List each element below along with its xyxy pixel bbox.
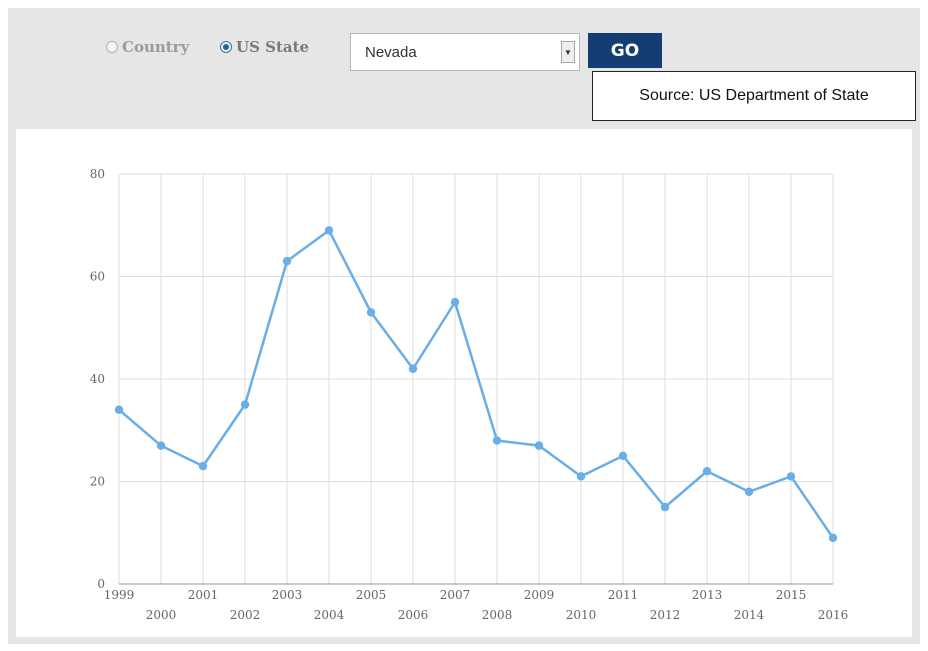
x-tick-label: 1999 bbox=[104, 588, 135, 602]
grid-layer bbox=[118, 173, 834, 585]
data-point bbox=[828, 533, 838, 543]
radio-country-label: Country bbox=[122, 38, 190, 56]
radio-state-label: US State bbox=[236, 38, 310, 56]
y-tick-label: 20 bbox=[90, 475, 105, 489]
x-tick-label: 2012 bbox=[650, 608, 681, 622]
data-point bbox=[282, 256, 292, 266]
x-tick-label: 2000 bbox=[146, 608, 177, 622]
series-line bbox=[118, 229, 835, 539]
x-tick-label: 2011 bbox=[608, 588, 639, 602]
chevron-down-icon[interactable]: ▼ bbox=[561, 41, 575, 63]
x-tick-label: 2004 bbox=[314, 608, 345, 622]
data-point bbox=[576, 472, 586, 481]
data-point bbox=[492, 436, 502, 445]
x-tick-label: 2001 bbox=[188, 588, 219, 602]
x-tick-label: 2008 bbox=[482, 608, 513, 622]
series-layer bbox=[114, 226, 838, 543]
data-point bbox=[408, 364, 418, 373]
line-chart: 0 20 40 60 80 1999 2000 2001 2002 2003 2004 2005 200… bbox=[90, 167, 849, 622]
label-layer: 0 20 40 60 80 1999 2000 2001 2002 2003 2004 2005 200… bbox=[90, 167, 849, 622]
y-tick-label: 80 bbox=[90, 167, 105, 181]
data-point bbox=[156, 441, 166, 450]
x-tick-label: 2009 bbox=[524, 588, 555, 602]
y-tick-label: 40 bbox=[90, 372, 105, 386]
go-button[interactable]: GO bbox=[588, 33, 662, 68]
data-point bbox=[198, 461, 208, 471]
x-tick-label: 2003 bbox=[272, 588, 303, 602]
radio-country[interactable] bbox=[106, 41, 118, 53]
x-tick-label: 2013 bbox=[692, 588, 723, 602]
data-point bbox=[744, 487, 754, 496]
x-tick-label: 2015 bbox=[776, 588, 807, 602]
data-point bbox=[324, 226, 334, 235]
radio-state-option[interactable]: US State bbox=[220, 38, 309, 56]
x-tick-label: 2005 bbox=[356, 588, 387, 602]
x-tick-label: 2002 bbox=[230, 608, 261, 622]
radio-state[interactable] bbox=[220, 41, 232, 53]
widget-frame: Country US State Nevada ▼ GO Source: US … bbox=[8, 8, 920, 644]
chart-panel: 0 20 40 60 80 1999 2000 2001 2002 2003 2004 2005 200… bbox=[16, 129, 912, 637]
x-tick-label: 2010 bbox=[566, 608, 597, 622]
x-tick-label: 2014 bbox=[734, 608, 765, 622]
data-point bbox=[786, 472, 796, 481]
data-point bbox=[660, 502, 670, 512]
x-tick-label: 2007 bbox=[440, 588, 471, 602]
data-point bbox=[618, 451, 628, 461]
data-point bbox=[534, 441, 544, 450]
data-point bbox=[450, 297, 460, 307]
data-point bbox=[240, 400, 250, 409]
source-note: Source: US Department of State bbox=[592, 71, 916, 121]
x-tick-label: 2006 bbox=[398, 608, 429, 622]
data-point bbox=[702, 467, 712, 476]
controls-bar: Country US State Nevada ▼ GO Source: US … bbox=[8, 8, 920, 128]
y-tick-label: 60 bbox=[90, 270, 105, 284]
y-tick-label: 0 bbox=[97, 577, 105, 591]
state-select-value: Nevada bbox=[365, 44, 417, 61]
data-point bbox=[114, 405, 124, 414]
radio-country-option[interactable]: Country bbox=[106, 38, 189, 56]
x-tick-label: 2016 bbox=[818, 608, 849, 622]
state-select[interactable]: Nevada ▼ bbox=[350, 33, 580, 71]
data-point bbox=[366, 308, 376, 317]
